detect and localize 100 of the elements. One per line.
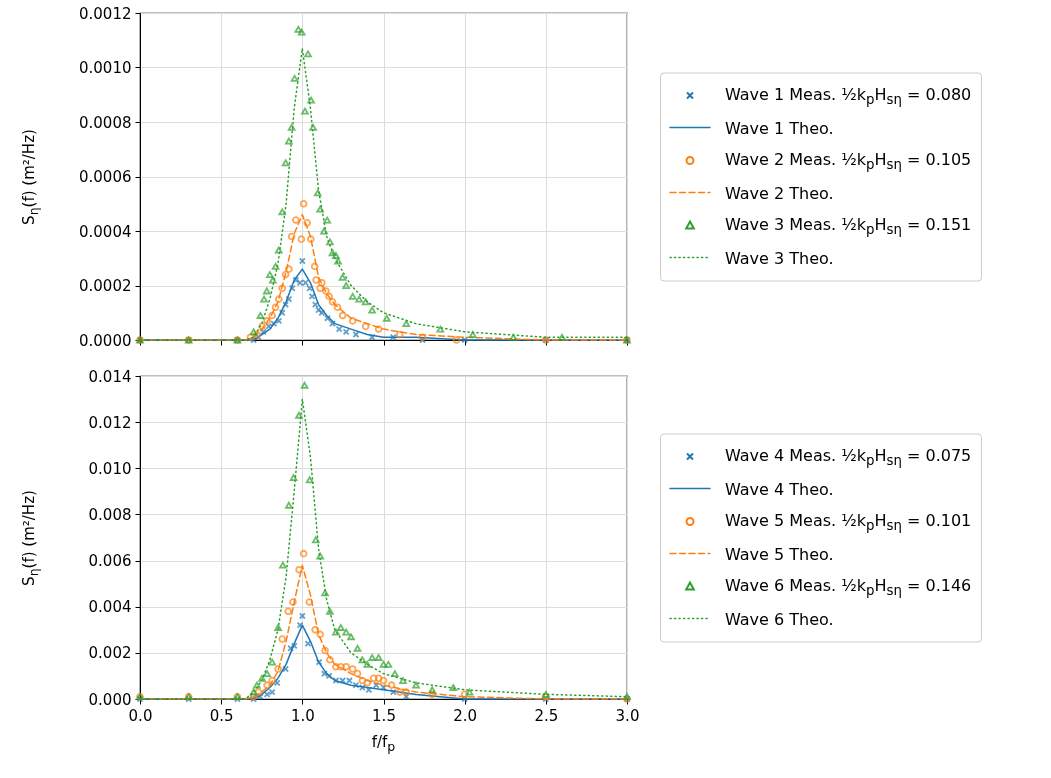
point xyxy=(342,662,350,671)
legend-label: Wave 2 Theo. xyxy=(725,183,834,203)
x-tick-label: 1.5 xyxy=(372,706,396,725)
point xyxy=(322,287,330,295)
point xyxy=(468,331,477,338)
point xyxy=(358,676,367,685)
point xyxy=(452,336,461,344)
point xyxy=(342,628,350,636)
point xyxy=(306,235,315,243)
point xyxy=(309,124,317,131)
legend-label: Wave 3 Meas. ½k$_{p}$H$_{sη}$ = 0.151 xyxy=(725,214,972,237)
x-axis-title: f/f$_{p}$ xyxy=(371,733,396,754)
y-tick-label: 0.0012 xyxy=(79,4,132,23)
point xyxy=(274,665,282,673)
point xyxy=(268,658,276,666)
y-tick-label: 0.0004 xyxy=(79,222,132,241)
point xyxy=(336,662,345,671)
point xyxy=(303,219,312,227)
point xyxy=(374,674,383,683)
point xyxy=(263,317,271,325)
point xyxy=(402,320,411,328)
y-tick-label: 0.006 xyxy=(88,552,132,571)
y-tick-label: 0.012 xyxy=(88,413,132,432)
point xyxy=(316,284,325,293)
point xyxy=(292,216,300,224)
point xyxy=(318,278,326,287)
point xyxy=(465,688,474,696)
y-tick-label: 0.0008 xyxy=(79,113,132,132)
y-tick-label: 0.0006 xyxy=(79,168,132,186)
point xyxy=(260,295,268,303)
point xyxy=(412,681,420,689)
point xyxy=(295,411,303,419)
point xyxy=(287,232,296,241)
point xyxy=(299,199,308,208)
point xyxy=(347,633,355,641)
point xyxy=(323,216,331,224)
point xyxy=(369,674,378,683)
legend-label: Wave 6 Theo. xyxy=(725,609,834,629)
point xyxy=(363,660,372,668)
point xyxy=(361,322,370,331)
x-tick-label: 2.5 xyxy=(534,706,559,725)
point xyxy=(449,684,458,691)
point xyxy=(290,74,299,82)
x-tick-label: 2.0 xyxy=(453,706,478,725)
point xyxy=(316,630,325,639)
point xyxy=(325,292,333,301)
x-tick-label: 3.0 xyxy=(615,706,640,725)
legend-label: Wave 4 Meas. ½k$_{p}$H$_{sη}$ = 0.075 xyxy=(725,445,972,468)
y-tick-label: 0.008 xyxy=(88,505,132,524)
y-tick-label: 0.0002 xyxy=(79,277,132,295)
point xyxy=(336,624,345,631)
point xyxy=(254,688,263,696)
point xyxy=(395,688,404,696)
point xyxy=(342,282,350,289)
point xyxy=(256,312,265,319)
legend-label: Wave 1 Meas. ½k$_{p}$H$_{sη}$ = 0.080 xyxy=(725,84,972,107)
y-tick-label: 0.000 xyxy=(88,690,132,709)
point xyxy=(379,676,388,685)
point xyxy=(348,317,357,325)
point xyxy=(285,137,293,145)
legend-label: Wave 4 Theo. xyxy=(725,479,834,499)
point xyxy=(348,292,357,300)
point xyxy=(402,688,411,696)
point xyxy=(299,549,308,558)
point xyxy=(348,665,357,673)
point xyxy=(271,263,280,270)
point xyxy=(436,325,445,333)
point xyxy=(287,124,296,131)
point xyxy=(368,654,376,661)
legend-label: Wave 2 Meas. ½k$_{p}$H$_{sη}$ = 0.105 xyxy=(725,149,972,172)
point xyxy=(312,276,320,284)
point xyxy=(271,303,280,312)
y-tick-label: 0.004 xyxy=(88,598,132,617)
y-tick-label: 0.0010 xyxy=(79,59,132,77)
point xyxy=(278,284,287,293)
point xyxy=(328,298,337,306)
point xyxy=(321,646,329,655)
point xyxy=(253,681,261,689)
point xyxy=(353,669,362,678)
x-tick-label: 1.0 xyxy=(290,706,315,725)
point xyxy=(281,270,290,279)
point xyxy=(266,271,274,279)
point xyxy=(297,28,306,36)
legend-label: Wave 6 Meas. ½k$_{p}$H$_{sη}$ = 0.146 xyxy=(725,575,972,598)
point xyxy=(326,607,334,615)
point xyxy=(305,598,314,606)
point xyxy=(263,670,271,678)
point xyxy=(268,311,276,320)
point xyxy=(338,311,347,320)
point xyxy=(301,107,309,115)
point xyxy=(249,328,258,336)
point xyxy=(274,295,283,303)
legend-label: Wave 1 Theo. xyxy=(725,118,834,138)
point xyxy=(304,50,312,58)
point xyxy=(355,295,363,303)
point xyxy=(297,235,306,243)
point xyxy=(285,265,293,273)
point xyxy=(289,474,298,481)
point xyxy=(268,676,276,685)
point xyxy=(395,330,404,339)
